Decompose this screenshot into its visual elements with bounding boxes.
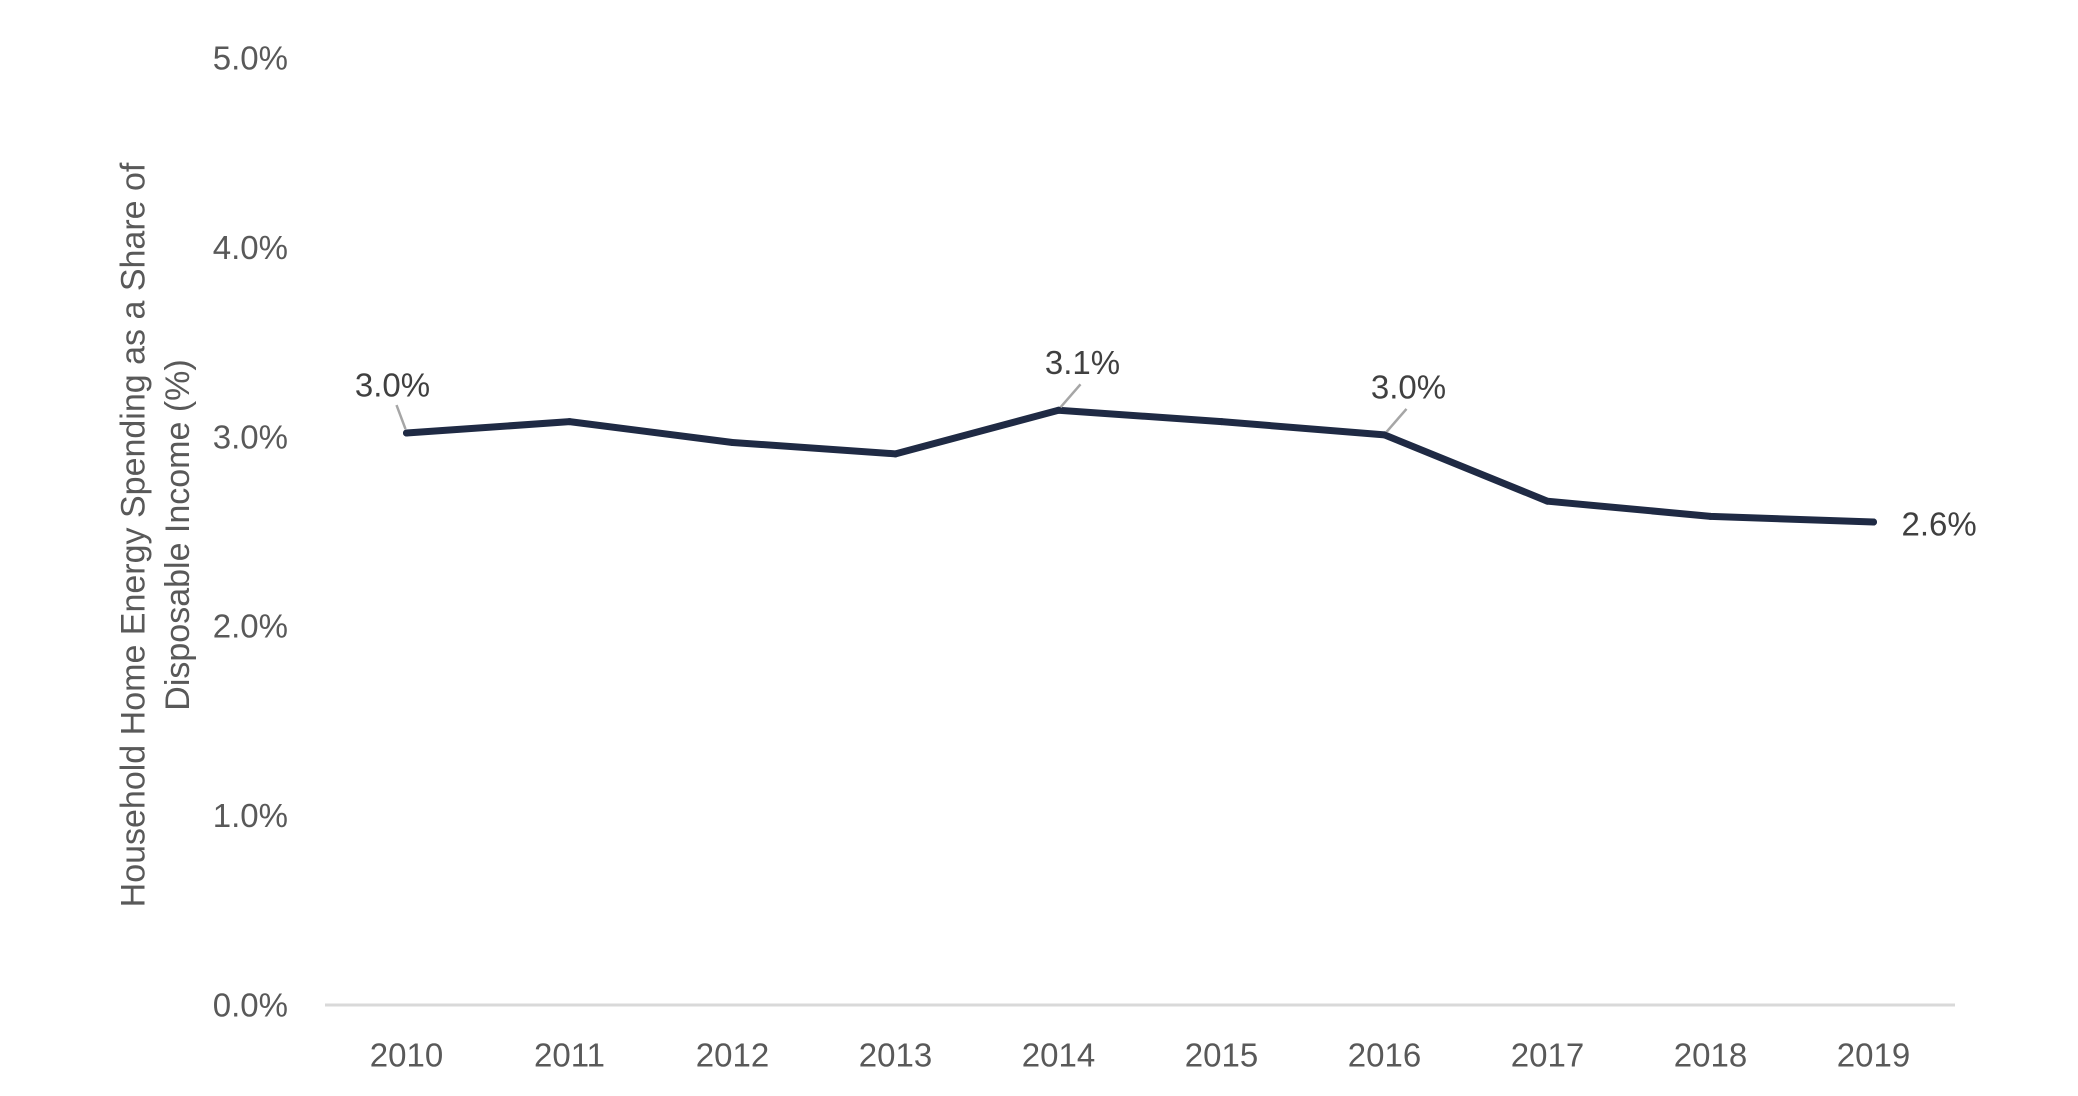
data-label-leader xyxy=(1385,408,1408,433)
series-line xyxy=(403,406,1877,526)
x-tick-label: 2018 xyxy=(1674,1037,1747,1074)
y-axis-title: Household Home Energy Spending as a Shar… xyxy=(115,162,197,907)
y-tick-label: 1.0% xyxy=(213,797,288,834)
data-point xyxy=(1544,497,1551,505)
data-point xyxy=(729,438,736,446)
y-tick-label: 0.0% xyxy=(213,987,288,1024)
y-tick-label: 3.0% xyxy=(213,418,288,455)
data-label: 3.0% xyxy=(1371,368,1446,405)
x-axis-ticks: 2010 2011 2012 2013 2014 2015 2016 2017 2018 2019 xyxy=(370,1037,1910,1074)
y-axis-ticks: 0.0% 1.0% 2.0% 3.0% 4.0% 5.0% xyxy=(213,40,288,1024)
data-label-leader xyxy=(395,404,407,430)
data-labels: 3.0% 3.1% 3.0% 2.6% xyxy=(355,344,1977,543)
y-axis-title-line: Household Home Energy Spending as a Shar… xyxy=(115,162,153,907)
data-point xyxy=(1707,512,1714,520)
data-point xyxy=(566,418,573,426)
x-tick-label: 2012 xyxy=(696,1037,769,1074)
data-point xyxy=(1055,406,1062,414)
data-point xyxy=(892,450,899,458)
data-point xyxy=(403,429,410,437)
y-tick-label: 4.0% xyxy=(213,229,288,266)
y-tick-label: 2.0% xyxy=(213,608,288,645)
x-tick-label: 2019 xyxy=(1837,1037,1910,1074)
x-tick-label: 2010 xyxy=(370,1037,443,1074)
data-label-leader xyxy=(1059,383,1082,409)
data-label: 2.6% xyxy=(1902,506,1977,543)
x-tick-label: 2013 xyxy=(859,1037,932,1074)
data-label: 3.1% xyxy=(1045,344,1120,381)
x-tick-label: 2011 xyxy=(534,1037,605,1074)
x-tick-label: 2015 xyxy=(1185,1037,1258,1074)
data-point xyxy=(1870,518,1877,526)
data-point xyxy=(1381,431,1388,439)
y-axis-title-text: Household Home Energy Spending as a Shar… xyxy=(115,162,197,907)
data-label: 3.0% xyxy=(355,367,430,404)
series-layer xyxy=(403,406,1877,526)
y-tick-label: 5.0% xyxy=(213,40,288,77)
data-point xyxy=(1218,418,1225,426)
y-axis-title-line: Disposable Income (%) xyxy=(159,359,197,710)
x-tick-label: 2016 xyxy=(1348,1037,1421,1074)
x-tick-label: 2014 xyxy=(1022,1037,1095,1074)
x-tick-label: 2017 xyxy=(1511,1037,1584,1074)
